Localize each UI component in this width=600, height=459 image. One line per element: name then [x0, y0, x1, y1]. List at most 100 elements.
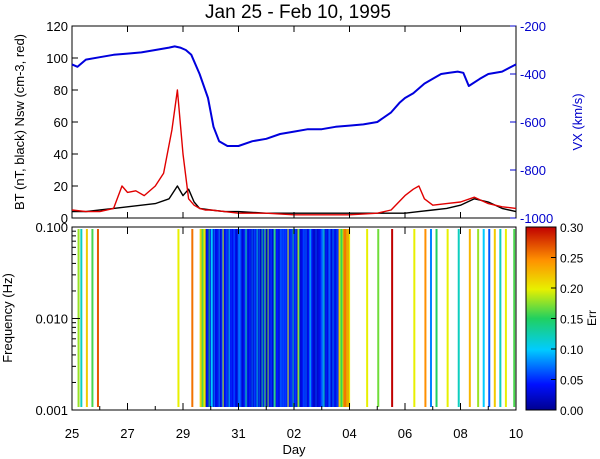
- heatmap-cell: [220, 229, 223, 407]
- heatmap-cell: [285, 229, 288, 407]
- heatmap-cell: [457, 229, 460, 407]
- heatmap-group: [77, 229, 516, 407]
- heatmap-cell: [228, 229, 231, 407]
- top-left-tick-label: 60: [54, 115, 68, 130]
- top-series-group: [71, 45, 517, 216]
- heatmap-cell: [288, 229, 291, 407]
- heatmap-cell: [265, 229, 268, 407]
- heatmap-cell: [231, 229, 234, 407]
- heatmap-cell: [339, 229, 342, 407]
- heatmap-cell: [310, 229, 313, 407]
- top-left-tick-label: 80: [54, 83, 68, 98]
- heatmap-cell: [215, 229, 218, 407]
- heatmap-cell: [303, 229, 306, 407]
- heatmap-cell: [96, 229, 99, 407]
- heatmap-cell: [315, 229, 318, 407]
- heatmap-cell: [499, 229, 502, 407]
- heatmap-cell: [302, 229, 305, 407]
- heatmap-cell: [248, 229, 251, 407]
- heatmap-cell: [342, 229, 345, 407]
- top-left-tick-label: 0: [61, 211, 68, 226]
- colorbar-tick-label: 0.20: [560, 282, 584, 296]
- top-plot-frame: [71, 25, 517, 219]
- heatmap-cell: [317, 229, 320, 407]
- heatmap-cell: [272, 229, 275, 407]
- x-tick-label: 04: [342, 426, 356, 441]
- bottom-left-tick-label: 0.010: [35, 312, 68, 327]
- heatmap-cell: [312, 229, 315, 407]
- bottom-panel: 0.001 0.010 0.100 Frequency (Hz): [0, 220, 517, 418]
- heatmap-cell: [244, 229, 247, 407]
- heatmap-cell: [298, 229, 301, 407]
- heatmap-cell: [293, 229, 296, 407]
- heatmap-cell: [513, 229, 516, 407]
- heatmap-cell: [283, 229, 286, 407]
- heatmap-cell: [253, 229, 256, 407]
- heatmap-cell: [296, 229, 299, 407]
- heatmap-cell: [212, 229, 215, 407]
- heatmap-cell: [336, 229, 339, 407]
- heatmap-cell: [300, 229, 303, 407]
- heatmap-cell: [292, 229, 295, 407]
- heatmap-cell: [232, 229, 235, 407]
- heatmap-cell: [334, 229, 337, 407]
- heatmap-cell: [200, 229, 203, 407]
- heatmap-cell: [264, 229, 267, 407]
- heatmap-cell: [234, 229, 237, 407]
- heatmap-cell: [271, 229, 274, 407]
- colorbar-tick-label: 0.00: [560, 404, 584, 418]
- heatmap-cell: [236, 229, 239, 407]
- top-right-tick-label: -400: [520, 67, 546, 82]
- top-panel: 0 20 40 60 80 100 120 -1000 -800 -600 -400 -200 BT…: [12, 19, 585, 226]
- heatmap-cell: [207, 229, 210, 407]
- heatmap-cell: [274, 229, 277, 407]
- nsw-line: [71, 89, 517, 216]
- heatmap-cell: [227, 229, 230, 407]
- colorbar-axis: 0.00 0.05 0.10 0.15 0.20 0.25 0.30: [551, 221, 584, 418]
- colorbar-tick-label: 0.25: [560, 252, 584, 266]
- heatmap-cell: [343, 229, 346, 407]
- x-tick-label: 27: [120, 426, 134, 441]
- heatmap-cell: [270, 229, 273, 407]
- heatmap-cell: [345, 229, 348, 407]
- heatmap-cell: [218, 229, 221, 407]
- heatmap-cell: [311, 229, 314, 407]
- heatmap-cell: [287, 229, 290, 407]
- heatmap-cell: [344, 229, 347, 407]
- heatmap-cell: [243, 229, 246, 407]
- heatmap-cell: [316, 229, 319, 407]
- heatmap-cell: [263, 229, 266, 407]
- heatmap-cell: [305, 229, 308, 407]
- heatmap-cell: [488, 229, 491, 407]
- heatmap-cell: [482, 229, 485, 407]
- heatmap-cell: [284, 229, 287, 407]
- heatmap-cell: [252, 229, 255, 407]
- top-left-tick-label: 100: [46, 51, 68, 66]
- heatmap-cell: [314, 229, 317, 407]
- bottom-left-tick-label: 0.001: [35, 403, 68, 418]
- heatmap-cell: [203, 229, 206, 407]
- heatmap-cell: [202, 229, 205, 407]
- heatmap-cell: [259, 229, 262, 407]
- heatmap-cell: [221, 229, 224, 407]
- x-axis: 25 27 29 31 02 04 06 08 10: [65, 26, 523, 441]
- heatmap-cell: [199, 229, 202, 407]
- heatmap-cell: [294, 229, 297, 407]
- bottom-left-tick-label: 0.100: [35, 220, 68, 235]
- heatmap-cell: [201, 229, 204, 407]
- heatmap-cell: [258, 229, 261, 407]
- heatmap-cell: [429, 229, 432, 407]
- heatmap-cell: [222, 229, 225, 407]
- heatmap-cell: [325, 229, 328, 407]
- heatmap-cell: [255, 229, 258, 407]
- colorbar-tick-label: 0.05: [560, 374, 584, 388]
- heatmap-cell: [213, 229, 216, 407]
- heatmap-cell: [278, 229, 281, 407]
- heatmap-cell: [477, 229, 480, 407]
- x-tick-label: 31: [231, 426, 245, 441]
- heatmap-cell: [177, 229, 180, 407]
- heatmap-cell: [306, 229, 309, 407]
- heatmap-cell: [424, 229, 427, 407]
- heatmap-cell: [240, 229, 243, 407]
